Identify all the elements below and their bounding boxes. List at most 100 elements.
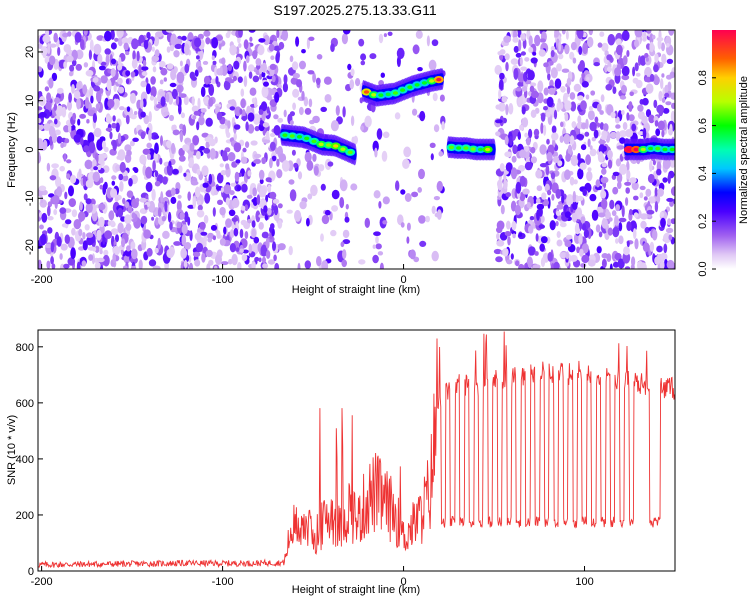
noise-blob <box>241 254 248 262</box>
noise-blob <box>70 247 76 260</box>
x-tick-label: 0 <box>400 274 406 286</box>
noise-blob <box>64 191 68 200</box>
noise-blob <box>176 200 182 212</box>
noise-blob <box>196 209 205 218</box>
noise-blob <box>377 251 384 256</box>
noise-blob <box>552 156 560 163</box>
noise-blob <box>256 64 261 70</box>
noise-blob <box>98 203 106 211</box>
noise-blob <box>499 49 506 55</box>
noise-blob <box>295 79 303 88</box>
noise-blob <box>152 160 156 172</box>
noise-blob <box>299 106 304 116</box>
noise-blob <box>355 78 361 87</box>
noise-blob <box>661 97 666 103</box>
noise-blob <box>577 168 584 180</box>
noise-blob <box>170 69 177 81</box>
noise-blob <box>92 113 97 123</box>
noise-blob <box>499 163 505 172</box>
noise-blob <box>203 214 209 224</box>
noise-blob <box>255 58 262 66</box>
noise-blob <box>649 241 655 252</box>
noise-blob <box>631 181 639 191</box>
noise-blob <box>187 216 191 226</box>
noise-blob <box>372 140 379 153</box>
signal-core <box>436 77 442 82</box>
noise-blob <box>607 159 613 169</box>
noise-blob <box>498 79 504 90</box>
noise-blob <box>116 30 124 39</box>
noise-blob <box>306 37 310 50</box>
noise-blob <box>540 257 546 268</box>
noise-blob <box>155 31 163 38</box>
noise-blob <box>339 197 345 209</box>
noise-blob <box>245 141 250 149</box>
noise-blob <box>517 165 526 172</box>
noise-blob <box>205 249 213 258</box>
noise-blob <box>145 166 153 179</box>
noise-blob <box>382 220 388 225</box>
noise-blob <box>243 75 248 88</box>
noise-blob <box>243 39 249 50</box>
noise-blob <box>262 256 266 264</box>
noise-blob <box>71 227 76 236</box>
noise-blob <box>272 198 280 204</box>
noise-blob <box>140 131 146 140</box>
noise-blob <box>505 192 511 198</box>
signal-core <box>333 144 339 148</box>
noise-blob <box>248 243 253 254</box>
noise-blob <box>148 200 155 213</box>
noise-blob <box>166 248 174 259</box>
noise-blob <box>122 197 126 205</box>
noise-blob <box>529 216 535 221</box>
noise-blob <box>266 106 270 114</box>
noise-blob <box>598 212 606 218</box>
noise-blob <box>308 36 315 41</box>
noise-blob <box>299 200 307 210</box>
noise-blob <box>81 260 87 267</box>
noise-blob <box>306 217 310 227</box>
noise-blob <box>117 207 124 218</box>
noise-blob <box>233 142 242 153</box>
noise-blob <box>51 263 56 269</box>
noise-blob <box>104 30 112 42</box>
noise-blob <box>261 231 269 239</box>
noise-blob <box>656 245 663 253</box>
noise-blob <box>125 70 131 77</box>
noise-blob <box>528 35 533 47</box>
noise-blob <box>103 249 109 256</box>
noise-blob <box>174 38 183 45</box>
noise-blob <box>158 60 166 68</box>
noise-blob <box>657 188 664 197</box>
noise-blob <box>425 215 430 223</box>
noise-blob <box>154 170 159 178</box>
noise-blob <box>49 175 57 181</box>
noise-blob <box>273 254 277 262</box>
noise-blob <box>283 74 288 85</box>
noise-blob <box>131 212 136 220</box>
noise-blob <box>151 188 156 201</box>
signal-core <box>378 93 384 97</box>
noise-blob <box>209 148 216 160</box>
noise-blob <box>347 63 352 71</box>
noise-blob <box>196 200 202 206</box>
noise-blob <box>126 190 134 198</box>
noise-blob <box>601 186 605 196</box>
noise-blob <box>234 171 240 182</box>
noise-blob <box>192 197 197 209</box>
noise-blob <box>564 112 569 122</box>
noise-blob <box>263 205 268 213</box>
noise-blob <box>243 60 247 72</box>
noise-blob <box>105 115 113 124</box>
noise-blob <box>154 247 159 254</box>
noise-blob <box>269 63 277 70</box>
noise-blob <box>593 62 600 67</box>
noise-blob <box>96 91 102 103</box>
noise-blob <box>125 245 131 252</box>
noise-blob <box>115 122 120 133</box>
noise-blob <box>506 220 511 230</box>
noise-blob <box>539 163 548 168</box>
noise-blob <box>239 228 244 239</box>
y-tick-label: 200 <box>16 510 34 522</box>
noise-blob <box>292 72 300 79</box>
